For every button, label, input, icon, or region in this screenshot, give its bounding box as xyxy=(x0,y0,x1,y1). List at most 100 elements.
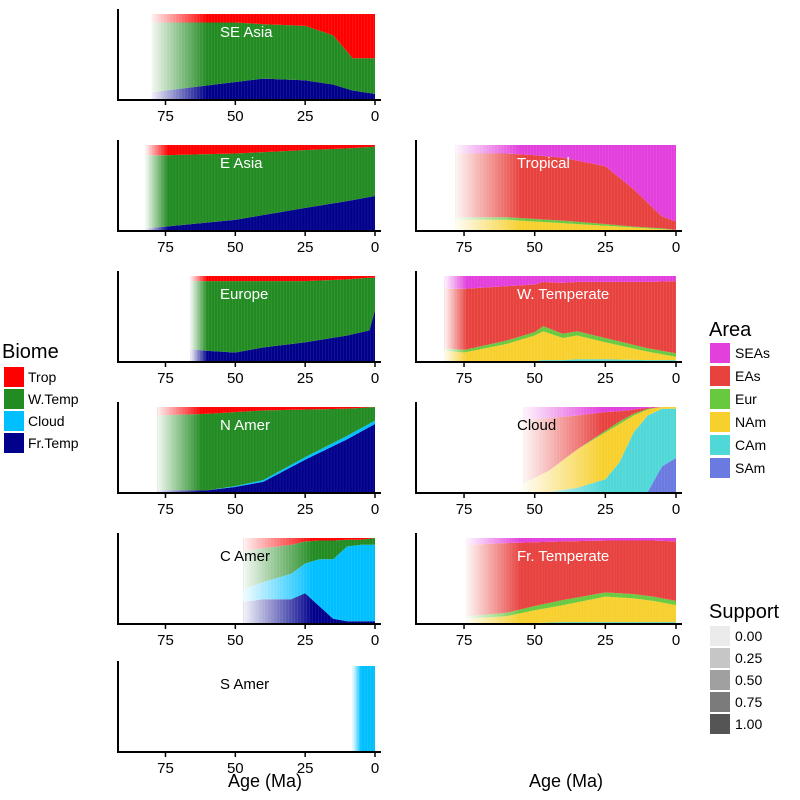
x-tick-label: 50 xyxy=(227,501,244,518)
legend-area-key xyxy=(710,389,730,409)
x-tick-label: 0 xyxy=(672,632,680,649)
panel-tropical: 75 50 25 0 Tropical xyxy=(415,140,682,256)
x-tick-label: 50 xyxy=(526,239,543,256)
legend-area-label: SAm xyxy=(735,460,765,476)
legend-area-key xyxy=(710,435,730,455)
x-tick-label: 25 xyxy=(597,501,614,518)
area-cam xyxy=(444,359,676,361)
legend-biome-key xyxy=(4,411,24,431)
area-trop xyxy=(151,14,375,59)
x-tick-label: 75 xyxy=(456,632,473,649)
x-tick-label: 25 xyxy=(297,108,314,125)
legend-area-label: CAm xyxy=(735,437,766,453)
x-tick-label: 0 xyxy=(672,370,680,387)
x-tick-label: 75 xyxy=(456,239,473,256)
x-tick-label: 25 xyxy=(597,370,614,387)
x-tick-label: 75 xyxy=(157,760,174,777)
area-fr-temp xyxy=(190,310,375,361)
x-tick-label: 50 xyxy=(227,760,244,777)
x-tick-label: 0 xyxy=(672,501,680,518)
legend-area-key xyxy=(710,458,730,478)
legend-biome: Biome Trop W.Temp Cloud Fr.Temp xyxy=(2,341,79,453)
x-tick-label: 50 xyxy=(526,501,543,518)
area-w-temp xyxy=(145,146,375,229)
x-tick-label: 25 xyxy=(297,370,314,387)
panel-title: E Asia xyxy=(220,155,263,172)
legend-support-key xyxy=(710,692,730,712)
bar-texture xyxy=(455,145,675,230)
x-tick-label: 75 xyxy=(157,370,174,387)
area-nam xyxy=(444,331,676,361)
x-tick-label: 0 xyxy=(672,239,680,256)
legend-support-label: 0.00 xyxy=(735,628,762,644)
panel-e-asia: 75 50 25 0 E Asia xyxy=(117,140,381,256)
legend-support-label: 1.00 xyxy=(735,716,762,732)
x-tick-label: 25 xyxy=(297,501,314,518)
legend-biome-key xyxy=(4,433,24,453)
x-tick-label: 50 xyxy=(227,239,244,256)
legend-support-label: 0.75 xyxy=(735,694,762,710)
area-w-temp xyxy=(157,407,375,491)
x-axis-title-right: Age (Ma) xyxy=(529,771,603,791)
x-tick-label: 0 xyxy=(371,239,379,256)
x-tick-label: 0 xyxy=(371,632,379,649)
area-trop xyxy=(157,407,375,416)
x-tick-label: 75 xyxy=(157,108,174,125)
x-tick-label: 50 xyxy=(526,632,543,649)
bar-texture xyxy=(190,276,374,361)
bar-texture xyxy=(444,276,676,361)
x-tick-label: 25 xyxy=(297,760,314,777)
panel-europe: 75 50 25 0 Europe xyxy=(117,271,381,387)
legend-area: Area SEAs EAs Eur NAm CAm SAm xyxy=(709,319,770,478)
legend-area-label: SEAs xyxy=(735,345,770,361)
panel-s-amer: 75 50 25 0 S Amer xyxy=(117,661,381,777)
legend-support: Support 0.00 0.25 0.50 0.75 1.00 xyxy=(709,601,779,734)
support-fade xyxy=(243,538,314,623)
panel-w-temperate: 75 50 25 0 W. Temperate xyxy=(415,271,682,387)
support-fade xyxy=(466,538,521,623)
support-fade xyxy=(523,407,603,492)
x-tick-label: 75 xyxy=(157,239,174,256)
legend-biome-label: Trop xyxy=(28,369,56,385)
bar-texture xyxy=(156,407,374,492)
legend-area-key xyxy=(710,343,730,363)
area-seas xyxy=(455,145,676,222)
area-sam xyxy=(523,458,676,492)
x-tick-label: 0 xyxy=(371,501,379,518)
area-eas xyxy=(444,281,676,354)
legend-area-title: Area xyxy=(709,319,752,341)
legend-area-label: NAm xyxy=(735,414,766,430)
x-tick-label: 0 xyxy=(371,760,379,777)
support-fade xyxy=(455,145,521,230)
area-cam xyxy=(466,622,676,623)
support-fade xyxy=(190,276,208,361)
bar-texture xyxy=(523,407,674,492)
legend-biome-key xyxy=(4,389,24,409)
panel-fr-temperate: 75 50 25 0 Fr. Temperate xyxy=(415,533,682,649)
legend-biome-label: Fr.Temp xyxy=(28,435,79,451)
bar-texture xyxy=(243,538,373,623)
legend-support-key xyxy=(710,670,730,690)
legend-biome-key xyxy=(4,367,24,387)
area-seas xyxy=(444,276,676,289)
bar-texture xyxy=(151,14,374,99)
panel-title: N Amer xyxy=(220,417,270,434)
panel-title: Fr. Temperate xyxy=(517,548,609,565)
support-fade xyxy=(145,145,169,230)
chart-panels: 75 50 25 0 SE Asia 75 50 25 0 E Asia 75 50 25 0 Europe… xyxy=(117,9,682,777)
panel-title: W. Temperate xyxy=(517,286,609,303)
legend-support-label: 0.50 xyxy=(735,672,762,688)
support-fade xyxy=(157,407,202,492)
legend-biome-title: Biome xyxy=(2,341,59,363)
legend-support-label: 0.25 xyxy=(735,650,762,666)
x-tick-label: 25 xyxy=(597,239,614,256)
x-tick-label: 75 xyxy=(456,501,473,518)
x-tick-label: 25 xyxy=(297,632,314,649)
panel-title: Tropical xyxy=(517,155,570,172)
panel-c-amer: 75 50 25 0 C Amer xyxy=(117,533,381,649)
panel-cloud: 75 50 25 0 Cloud xyxy=(415,402,682,518)
support-fade xyxy=(444,276,467,361)
x-tick-label: 0 xyxy=(371,108,379,125)
area-trop xyxy=(145,145,375,156)
panel-n-amer: 75 50 25 0 N Amer xyxy=(117,402,381,518)
